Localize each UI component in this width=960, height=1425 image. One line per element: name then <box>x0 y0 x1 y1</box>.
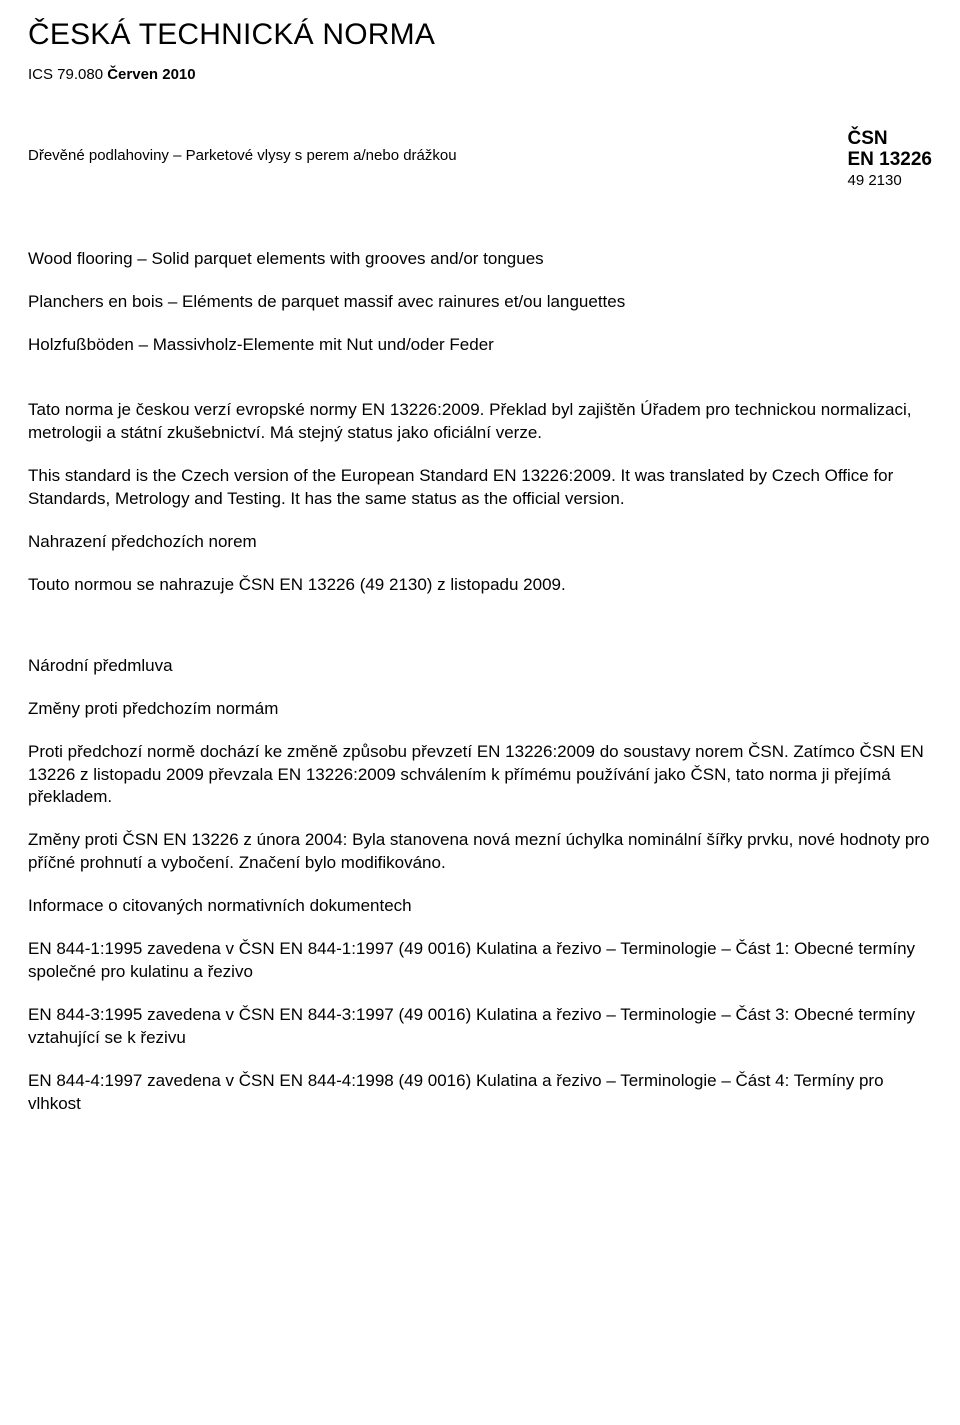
heading-national-foreword: Národní předmluva <box>28 655 932 678</box>
ics-date: Červen 2010 <box>107 66 195 83</box>
title-de: Holzfußböden – Massivholz-Elemente mit N… <box>28 334 932 357</box>
paragraph-en-version: This standard is the Czech version of th… <box>28 465 932 511</box>
code-csn: ČSN <box>847 129 932 150</box>
paragraph-replacement: Touto normou se nahrazuje ČSN EN 13226 (… <box>28 574 932 597</box>
subtitle-row: Dřevěné podlahoviny – Parketové vlysy s … <box>28 129 932 190</box>
title-en: Wood flooring – Solid parquet elements w… <box>28 248 932 271</box>
document-subtitle: Dřevěné podlahoviny – Parketové vlysy s … <box>28 129 457 164</box>
paragraph-changes-2: Změny proti ČSN EN 13226 z února 2004: B… <box>28 829 932 875</box>
paragraph-changes-1: Proti předchozí normě dochází ke změně z… <box>28 741 932 810</box>
page: ČESKÁ TECHNICKÁ NORMA ICS 79.080 Červen … <box>0 0 960 1156</box>
standard-code-box: ČSN EN 13226 49 2130 <box>847 129 932 190</box>
code-en: EN 13226 <box>847 150 932 171</box>
document-title: ČESKÁ TECHNICKÁ NORMA <box>28 18 932 52</box>
ref-en-844-4: EN 844-4:1997 zavedena v ČSN EN 844-4:19… <box>28 1070 932 1116</box>
ics-line: ICS 79.080 Červen 2010 <box>28 66 932 83</box>
heading-changes: Změny proti předchozím normám <box>28 698 932 721</box>
title-fr: Planchers en bois – Eléments de parquet … <box>28 291 932 314</box>
ref-en-844-1: EN 844-1:1995 zavedena v ČSN EN 844-1:19… <box>28 938 932 984</box>
ref-en-844-3: EN 844-3:1995 zavedena v ČSN EN 844-3:19… <box>28 1004 932 1050</box>
paragraph-cz-version: Tato norma je českou verzí evropské norm… <box>28 399 932 445</box>
code-number: 49 2130 <box>847 171 932 191</box>
heading-replacement: Nahrazení předchozích norem <box>28 531 932 554</box>
heading-normative-refs: Informace o citovaných normativních doku… <box>28 895 932 918</box>
ics-prefix: ICS 79.080 <box>28 66 107 83</box>
